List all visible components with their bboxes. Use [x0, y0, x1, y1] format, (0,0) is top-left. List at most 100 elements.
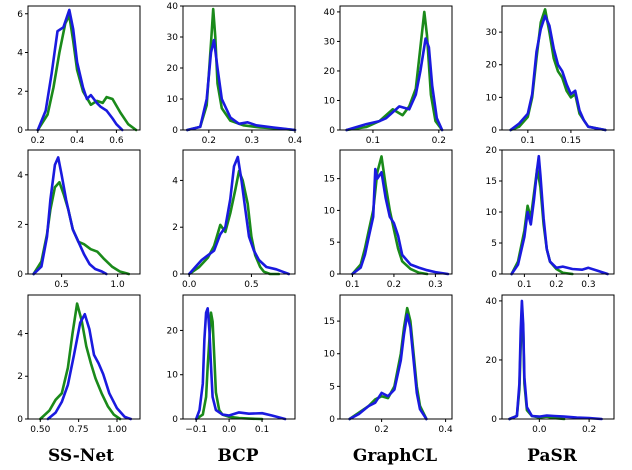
x-tick-label: 0.4: [438, 425, 453, 435]
y-tick-label: 40: [486, 297, 498, 307]
x-tick-label: 0.3: [428, 280, 442, 290]
axes-frame: [27, 149, 141, 275]
y-tick-label: 2: [17, 220, 23, 230]
x-tick-label: 0.0: [532, 425, 547, 435]
y-tick-label: 6: [17, 10, 23, 20]
y-tick-label: 30: [167, 33, 179, 43]
y-tick-label: 10: [486, 93, 498, 103]
y-tick-label: 15: [324, 175, 335, 185]
y-tick-label: 5: [329, 382, 335, 392]
panel-2-0: 0.1 0.2 0 10 20 30 40: [324, 5, 453, 146]
y-tick-label: 0: [329, 415, 335, 425]
panel-0-2: 0.50 0.75 1.00 0 2 4: [17, 294, 141, 435]
axes-frame: [27, 5, 141, 131]
x-tick-label: 0.1: [366, 136, 380, 146]
x-tick-label: 0.2: [374, 425, 388, 435]
series-line-blue: [510, 154, 609, 276]
y-tick-label: 10: [486, 208, 498, 218]
y-tick-label: 2: [17, 87, 23, 97]
y-tick-label: 4: [17, 49, 23, 59]
y-tick-label: 0: [491, 270, 497, 280]
panel-1-1: 0.0 0.5 0 2 4: [172, 149, 296, 290]
x-tick-label: 0.4: [70, 136, 85, 146]
series-line-blue: [46, 312, 133, 421]
panel-3-0: 0.1 0.15 0 10 20 30: [486, 5, 615, 146]
series-line-blue: [508, 299, 603, 421]
series-line-blue: [509, 14, 607, 132]
axes-frame: [27, 294, 141, 420]
y-tick-label: 15: [486, 177, 497, 187]
x-tick-label: 0.1: [521, 136, 535, 146]
axes-frame: [501, 5, 615, 131]
y-tick-label: 30: [486, 28, 498, 38]
y-tick-label: 10: [167, 371, 179, 381]
y-tick-label: 5: [491, 239, 497, 249]
column-title-graphcl: GraphCL: [352, 446, 438, 466]
series-line-green: [194, 311, 264, 421]
series-line-blue: [345, 37, 444, 132]
series-line-blue: [194, 307, 287, 421]
x-tick-label: 0.0: [222, 425, 237, 435]
axes-frame: [339, 5, 453, 131]
y-tick-label: 0: [491, 415, 497, 425]
y-tick-label: 0: [172, 126, 178, 136]
x-tick-label: −0.1: [185, 425, 207, 435]
column-title-pasr: PaSR: [527, 446, 577, 466]
y-tick-label: 5: [329, 238, 335, 248]
y-tick-label: 0: [172, 270, 178, 280]
x-tick-label: 0.2: [549, 280, 563, 290]
series-line-blue: [348, 313, 428, 421]
y-tick-label: 20: [167, 326, 179, 336]
x-tick-label: 0.15: [561, 136, 581, 146]
x-tick-label: 0.2: [432, 136, 446, 146]
axes-frame: [182, 5, 296, 131]
x-tick-label: 0.4: [288, 136, 303, 146]
x-tick-label: 0.50: [30, 425, 50, 435]
axes-frame: [339, 149, 453, 275]
y-tick-label: 40: [167, 2, 179, 12]
x-tick-label: 1.0: [110, 280, 125, 290]
y-tick-label: 20: [167, 64, 179, 74]
y-tick-label: 15: [324, 317, 335, 327]
x-tick-label: 0.2: [582, 425, 596, 435]
y-tick-label: 0: [17, 270, 23, 280]
y-tick-label: 10: [324, 96, 336, 106]
y-tick-label: 10: [167, 95, 179, 105]
y-tick-label: 4: [172, 176, 178, 186]
y-tick-label: 40: [324, 8, 336, 18]
column-title-bcp: BCP: [217, 446, 259, 466]
x-tick-label: 0.0: [182, 280, 197, 290]
panel-1-0: 0.2 0.3 0.4 0 10 20 30 40: [167, 2, 303, 146]
series-line-blue: [36, 8, 124, 132]
y-tick-label: 4: [17, 329, 23, 339]
series-line-green: [509, 8, 607, 132]
x-tick-label: 1.00: [107, 425, 127, 435]
series-line-blue: [187, 155, 291, 276]
y-tick-label: 0: [17, 126, 23, 136]
column-title-ss-net: SS-Net: [47, 446, 115, 466]
panel-0-0: 0.2 0.4 0.6 0 2 4 6: [17, 5, 141, 146]
x-tick-label: 0.3: [581, 280, 595, 290]
y-tick-label: 0: [329, 270, 335, 280]
axes-frame: [501, 294, 615, 420]
x-tick-label: 0.2: [31, 136, 45, 146]
x-tick-label: 0.1: [255, 425, 269, 435]
series-line-blue: [186, 38, 297, 132]
panel-1-2: −0.1 0.0 0.1 0 10 20: [167, 294, 296, 435]
series-line-blue: [32, 156, 108, 276]
x-tick-label: 0.75: [69, 425, 89, 435]
panel-3-2: 0.0 0.2 0 20 40: [486, 294, 615, 435]
x-tick-label: 0.6: [109, 136, 124, 146]
y-tick-label: 20: [486, 61, 498, 71]
axes-frame: [339, 294, 453, 420]
y-tick-label: 10: [324, 350, 336, 360]
axes-frame: [182, 294, 296, 420]
y-tick-label: 20: [486, 356, 498, 366]
panel-2-1: 0.1 0.2 0.3 0 5 10 15: [324, 149, 453, 290]
panel-0-1: 0.5 1.0 0 2 4: [17, 149, 141, 290]
y-tick-label: 0: [329, 126, 335, 136]
y-tick-label: 0: [172, 415, 178, 425]
panel-3-1: 0.1 0.2 0.3 0 5 10 15 20: [486, 146, 615, 290]
y-tick-label: 4: [17, 171, 23, 181]
